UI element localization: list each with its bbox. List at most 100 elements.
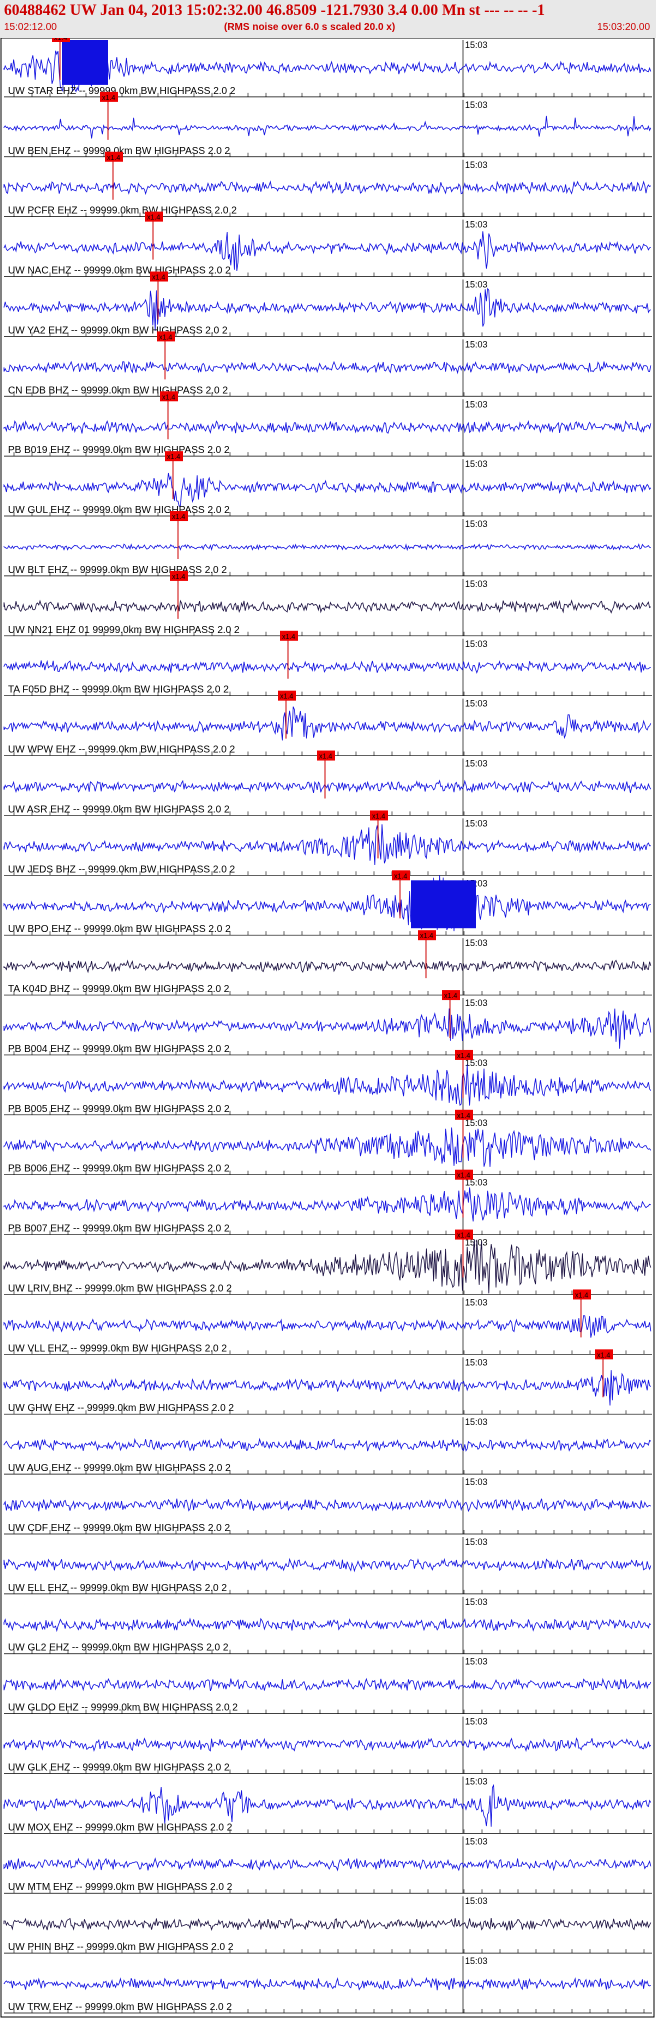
minute-label: 15:03 <box>465 220 488 230</box>
pick-label: x1.4 <box>394 873 407 880</box>
station-label: UW LRIV BHZ -- 99999.0km BW HIGHPASS 2.0… <box>8 1283 232 1294</box>
minute-label: 15:03 <box>465 399 488 409</box>
station-label: UW BPO EHZ -- 99999.0km BW HIGHPASS 2.0 … <box>8 924 231 935</box>
station-label: UW MOX EHZ -- 99999.0km BW HIGHPASS 2.0 … <box>8 1822 233 1833</box>
minute-label: 15:03 <box>465 639 488 649</box>
trace-8: 15:03 x1.4 UW BLT EHZ -- 99999.0km BW HIGH… <box>3 511 652 577</box>
pick-marker <box>280 630 298 641</box>
waveform <box>3 115 652 139</box>
pick-label: x1.4 <box>102 95 115 102</box>
waveform <box>3 1557 652 1573</box>
waveform <box>3 959 652 974</box>
pick-marker <box>105 151 123 162</box>
pick-label: x1.4 <box>282 634 295 641</box>
waveform <box>3 1857 652 1872</box>
minute-label: 15:03 <box>465 1357 488 1367</box>
waveform <box>3 420 652 435</box>
end-time-label: 15:03:20.00 <box>597 22 650 33</box>
station-label: PB B005 EHZ -- 99999.0km BW HIGHPASS 2.0… <box>8 1104 230 1115</box>
waveform <box>3 1064 652 1107</box>
trace-21: 15:03 x1.4 UW VLL EHZ -- 99999.0km BW HIGH… <box>3 1289 652 1355</box>
trace-25: 15:03 UW ELL EHZ -- 99999.0km BW HIGHPASS… <box>3 1536 652 1595</box>
trace-24: 15:03 UW CDF EHZ -- 99999.0km BW HIGHPASS… <box>3 1477 652 1535</box>
minute-label: 15:03 <box>465 1836 488 1846</box>
minute-label: 15:03 <box>465 100 488 110</box>
trace-30: 15:03 UW MTM EHZ -- 99999.0km BW HIGHPASS… <box>3 1836 652 1894</box>
station-label: UW MTM EHZ -- 99999.0km BW HIGHPASS 2.0 … <box>8 1882 233 1893</box>
pick-label: x1.4 <box>147 215 160 222</box>
waveform <box>3 779 652 794</box>
minute-label: 15:03 <box>465 1657 488 1667</box>
pick-marker <box>160 391 178 402</box>
trace-0: 15:03 x1.4 UW STAR EHZ -- 99999.0km BW HIG… <box>3 38 652 98</box>
pick-marker <box>370 810 388 821</box>
pick-label: x1.4 <box>54 38 67 42</box>
trace-7: 15:03 x1.4 UW GUL EHZ -- 99999.0km BW HIGH… <box>3 451 652 517</box>
station-label: UW JEDS BHZ -- 99999.0km BW HIGHPASS 2.0… <box>8 864 236 875</box>
trace-26: 15:03 UW GL2 EHZ -- 99999.0km BW HIGHPASS… <box>3 1596 652 1655</box>
pick-marker <box>157 331 175 342</box>
pick-label: x1.4 <box>319 754 332 761</box>
minute-label: 15:03 <box>465 759 488 769</box>
pick-label: x1.4 <box>159 334 172 341</box>
pick-marker <box>317 750 335 761</box>
trace-12: 15:03 x1.4 UW ASR EHZ -- 99999.0km BW HIGH… <box>3 750 652 816</box>
trace-14: 15:03 x1.4 UW BPO EHZ -- 99999.0km BW HIGH… <box>3 870 652 936</box>
station-label: UW GLK EHZ -- 99999.0km BW HIGHPASS 2.0 … <box>8 1762 230 1773</box>
station-label: UW CDF EHZ -- 99999.0km BW HIGHPASS 2.0 … <box>8 1523 231 1534</box>
pick-marker <box>573 1289 591 1300</box>
clipped-signal <box>411 880 476 929</box>
waveform <box>3 1127 652 1167</box>
minute-label: 15:03 <box>465 1118 488 1128</box>
trace-2: 15:03 x1.4 UW PCFR EHZ -- 99999.0km BW HIG… <box>3 151 652 217</box>
waveform <box>3 599 652 614</box>
pick-label: x1.4 <box>457 1173 470 1180</box>
pick-marker <box>165 451 183 462</box>
station-label: UW STAR EHZ -- 99999.0km BW HIGHPASS 2.0… <box>8 86 236 97</box>
waveform <box>3 1677 652 1692</box>
waveform <box>3 1370 652 1406</box>
minute-label: 15:03 <box>465 1717 488 1727</box>
pick-label: x1.4 <box>172 574 185 581</box>
station-label: UW YA2 EHZ -- 99999.0km BW HIGHPASS 2.0 … <box>8 325 228 336</box>
trace-10: 15:03 x1.4 TA F05D BHZ -- 99999.0km BW HIG… <box>3 630 652 697</box>
scaling-note: (RMS noise over 6.0 s scaled 20.0 x) <box>224 22 396 33</box>
trace-6: 15:03 x1.4 PB B019 EHZ -- 99999.0km BW HIG… <box>3 391 652 457</box>
pick-marker <box>418 930 436 941</box>
waveform <box>3 1976 651 1991</box>
station-label: UW PHIN BHZ -- 99999.0km BW HIGHPASS 2.0… <box>8 1942 234 1953</box>
trace-4: 15:03 x1.4 UW YA2 EHZ -- 99999.0km BW HIGH… <box>3 271 652 337</box>
waveform <box>3 1437 652 1452</box>
waveform <box>3 706 652 741</box>
pick-marker <box>455 1049 473 1060</box>
pick-label: x1.4 <box>107 155 120 162</box>
minute-label: 15:03 <box>465 998 488 1008</box>
waveform <box>3 1917 652 1931</box>
station-label: TA K04D BHZ -- 99999.0km BW HIGHPASS 2.0… <box>8 984 230 995</box>
waveform <box>3 1498 652 1513</box>
station-label: UW BEN EHZ -- 99999.0km BW HIGHPASS 2.0 … <box>8 146 231 157</box>
plot-frame <box>0 38 655 2018</box>
pick-marker <box>442 990 460 1001</box>
minute-label: 15:03 <box>465 938 488 948</box>
station-label: UW GUL EHZ -- 99999.0km BW HIGHPASS 2.0 … <box>8 505 230 516</box>
waveform <box>3 659 651 674</box>
waveform <box>3 1737 652 1753</box>
plot-header: 60488462 UW Jan 04, 2013 15:02:32.00 46.… <box>0 0 656 38</box>
pick-label: x1.4 <box>372 813 385 820</box>
minute-label: 15:03 <box>465 1058 488 1068</box>
pick-label: x1.4 <box>172 514 185 521</box>
station-label: UW AUG EHZ -- 99999.0km BW HIGHPASS 2.0 … <box>8 1463 231 1474</box>
minute-label: 15:03 <box>465 878 488 888</box>
station-label: UW GHW EHZ -- 99999.0km BW HIGHPASS 2.0 … <box>8 1403 234 1414</box>
trace-16: 15:03 x1.4 PB B004 EHZ -- 99999.0km BW HIG… <box>3 990 652 1056</box>
minute-label: 15:03 <box>465 699 488 709</box>
pick-marker <box>392 870 410 881</box>
waveform <box>3 1008 652 1049</box>
station-label: PB B019 EHZ -- 99999.0km BW HIGHPASS 2.0… <box>8 445 230 456</box>
pick-label: x1.4 <box>457 1053 470 1060</box>
minute-label: 15:03 <box>465 579 488 589</box>
trace-3: 15:03 x1.4 UW NAC EHZ -- 99999.0km BW HIGH… <box>3 211 652 277</box>
